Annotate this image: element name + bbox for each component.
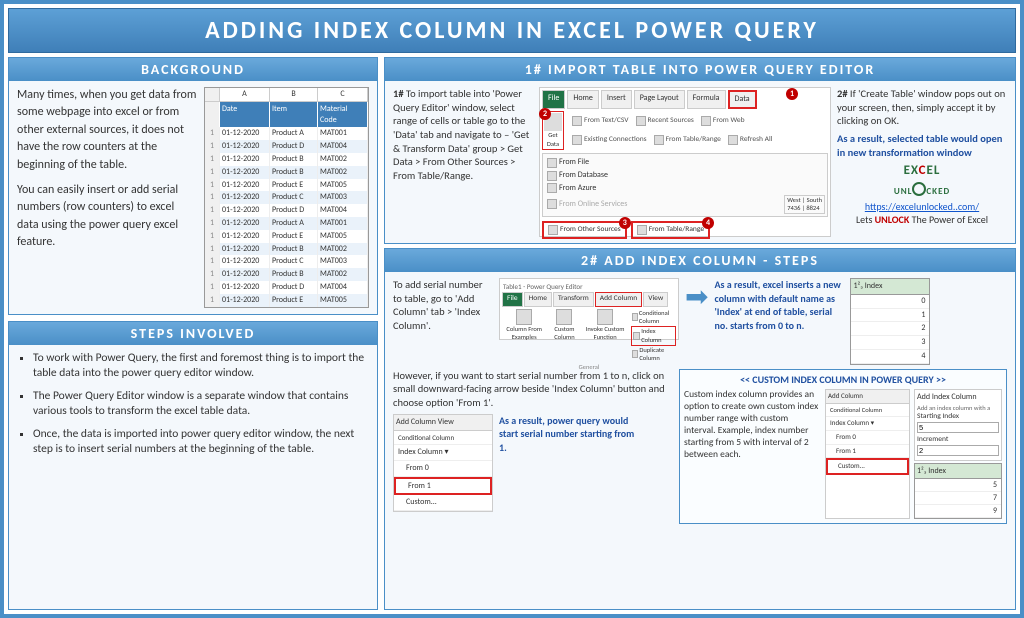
index-menu-mock: Add Column View Conditional Column Index…: [393, 414, 493, 512]
index-column-button: Index Column: [631, 326, 676, 346]
section1-panel: 1# IMPORT TABLE INTO POWER QUERY EDITOR …: [384, 57, 1016, 244]
steps-heading: STEPS INVOLVED: [9, 322, 377, 345]
custom-index-box: << CUSTOM INDEX COLUMN IN POWER QUERY >>…: [679, 369, 1007, 524]
section2-however: However, if you want to start serial num…: [393, 369, 673, 410]
table-row: 101-12-2020Product BMAT002: [205, 166, 368, 179]
background-panel: BACKGROUND Many times, when you get data…: [8, 57, 378, 315]
section2-panel: 2# ADD INDEX COLUMN - STEPS To add seria…: [384, 248, 1016, 610]
section1-right-text: 2# If 'Create Table' window pops out on …: [837, 87, 1007, 237]
background-para1: Many times, when you get data from some …: [17, 87, 198, 174]
list-item: To work with Power Query, the first and …: [33, 351, 369, 382]
left-column: BACKGROUND Many times, when you get data…: [8, 57, 378, 610]
starting-index-input[interactable]: [917, 422, 999, 433]
section2-result1: As a result, excel inserts a new column …: [714, 278, 844, 365]
table-row: 101-12-2020Product CMAT003: [205, 255, 368, 268]
columns: BACKGROUND Many times, when you get data…: [8, 57, 1016, 610]
from-other-sources-button: From Other Sources 3: [542, 221, 627, 239]
ribbon-tab-file: File: [542, 90, 565, 109]
table-row: 101-12-2020Product DMAT004: [205, 204, 368, 217]
table-row: 101-12-2020Product AMAT001: [205, 217, 368, 230]
section1-heading: 1# IMPORT TABLE INTO POWER QUERY EDITOR: [385, 58, 1015, 81]
table-row: 101-12-2020Product BMAT002: [205, 268, 368, 281]
add-index-dialog: Add Index Column Add an index column wit…: [914, 389, 1002, 461]
section2-result2: As a result, power query would start ser…: [499, 414, 639, 455]
badge-1: 1: [786, 88, 798, 100]
custom-option: Custom...: [826, 458, 909, 475]
table-row: 101-12-2020Product DMAT004: [205, 281, 368, 294]
steps-list: To work with Power Query, the first and …: [17, 351, 369, 458]
from-1-option: From 1: [394, 477, 492, 496]
pq-ribbon-mock: Table1 - Power Query Editor File Home Tr…: [499, 278, 679, 340]
table-row: 101-12-2020Product EMAT005: [205, 294, 368, 307]
arrow-right-icon: ➡: [685, 278, 708, 365]
section1-left-text: 1# To import table into 'Power Query Edi…: [393, 87, 533, 237]
steps-panel: STEPS INVOLVED To work with Power Query,…: [8, 321, 378, 610]
increment-input[interactable]: [917, 445, 999, 456]
custom-menu-mock: Add Column Conditional Column Index Colu…: [825, 389, 910, 519]
section2-heading: 2# ADD INDEX COLUMN - STEPS: [385, 249, 1015, 272]
background-para2: You can easily insert or add serial numb…: [17, 182, 198, 252]
background-heading: BACKGROUND: [9, 58, 377, 81]
table-row: 101-12-2020Product CMAT003: [205, 191, 368, 204]
excel-ribbon-mock: File Home Insert Page Layout Formula Dat…: [539, 87, 831, 237]
tagline: Lets UNLOCK The Power of Excel: [837, 213, 1007, 226]
from-table-range-button: From Table/Range 4: [631, 221, 710, 239]
table-row: 101-12-2020Product EMAT005: [205, 230, 368, 243]
right-column: 1# IMPORT TABLE INTO POWER QUERY EDITOR …: [384, 57, 1016, 610]
custom-index-result: 1²₃ Index 579: [914, 463, 1002, 519]
table-row: 101-12-2020Product BMAT002: [205, 243, 368, 256]
logo: EXCELUNLCKED: [837, 163, 1007, 200]
table-row: 101-12-2020Product AMAT001: [205, 127, 368, 140]
table-row: 101-12-2020Product DMAT004: [205, 140, 368, 153]
table-row: 101-12-2020Product BMAT002: [205, 153, 368, 166]
background-text: Many times, when you get data from some …: [17, 87, 198, 308]
page-title: ADDING INDEX COLUMN IN EXCEL POWER QUERY: [8, 8, 1016, 53]
list-item: Once, the data is imported into power qu…: [33, 427, 369, 458]
badge-2: 2: [539, 108, 551, 120]
section2-intro: To add serial number to table, go to 'Ad…: [393, 278, 493, 365]
sample-table: A B C Date Item Material Code 101-12-202…: [204, 87, 369, 308]
ribbon-tab-data: Data: [728, 90, 757, 109]
table-row: 101-12-2020Product EMAT005: [205, 179, 368, 192]
list-item: The Power Query Editor window is a separ…: [33, 389, 369, 420]
infographic-page: ADDING INDEX COLUMN IN EXCEL POWER QUERY…: [0, 0, 1024, 618]
index-result-mock: 1²₃ Index 01234: [850, 278, 930, 365]
website-link[interactable]: https://excelunlocked..com/: [837, 200, 1007, 213]
